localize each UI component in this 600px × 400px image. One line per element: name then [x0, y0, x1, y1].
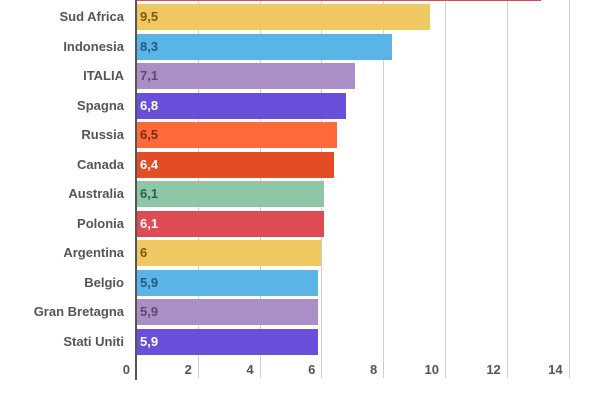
- category-label: Belgio: [84, 274, 124, 290]
- bar: 6,8: [136, 92, 347, 119]
- x-tick-label: 12: [486, 362, 501, 377]
- x-tick-label: 2: [184, 362, 192, 377]
- bar-value-label: 5,9: [140, 304, 159, 319]
- bar: [136, 0, 541, 1]
- category-label: Argentina: [63, 245, 124, 260]
- category-label: Indonesia: [63, 38, 124, 54]
- bar: 9,5: [136, 4, 430, 30]
- bar: 8,3: [136, 33, 393, 60]
- bar-value-label: 6,5: [140, 127, 159, 142]
- gridline: [568, 0, 570, 378]
- bar: 6,4: [136, 151, 334, 178]
- x-tick-label: 6: [308, 362, 316, 377]
- bar-value-label: 9,5: [140, 9, 159, 24]
- bar: 5,9: [136, 299, 319, 325]
- category-label: Canada: [77, 156, 124, 172]
- category-label: Australia: [68, 186, 124, 201]
- category-label: Polonia: [77, 215, 124, 231]
- bar-value-label: 8,3: [140, 38, 159, 54]
- bar-value-label: 6,4: [140, 156, 159, 172]
- category-label: Sud Africa: [59, 9, 124, 24]
- bar: 5,9: [136, 269, 319, 296]
- category-label: ITALIA: [83, 68, 124, 83]
- x-tick-label: 0: [122, 362, 130, 377]
- x-tick-label: 14: [548, 362, 563, 377]
- bar: 6,1: [136, 210, 325, 237]
- gridline: [445, 0, 446, 378]
- category-label: Spagna: [77, 97, 124, 113]
- x-tick-label: 4: [246, 362, 254, 377]
- bar: 6: [136, 240, 322, 266]
- x-tick-label: 8: [369, 362, 378, 377]
- x-tick-label: 10: [424, 362, 439, 377]
- gridline: [383, 0, 385, 378]
- bar-value-label: 6,8: [140, 97, 159, 113]
- bar-value-label: 5,9: [140, 274, 159, 290]
- bar-value-label: 6,1: [140, 186, 159, 201]
- category-label: Russia: [81, 127, 124, 142]
- y-axis-line: [135, 0, 137, 380]
- bar: 7,1: [136, 63, 356, 89]
- bar-value-label: 6,1: [140, 215, 159, 231]
- gridline: [506, 0, 508, 378]
- category-label: Gran Bretagna: [33, 304, 124, 319]
- bar: 5,9: [136, 328, 319, 355]
- bar: 6,1: [136, 181, 325, 207]
- bar-value-label: 6: [140, 245, 148, 260]
- bar-value-label: 7,1: [140, 68, 159, 83]
- bar-value-label: 5,9: [140, 333, 159, 349]
- bar: 6,5: [136, 122, 337, 148]
- category-label: Stati Uniti: [63, 333, 124, 349]
